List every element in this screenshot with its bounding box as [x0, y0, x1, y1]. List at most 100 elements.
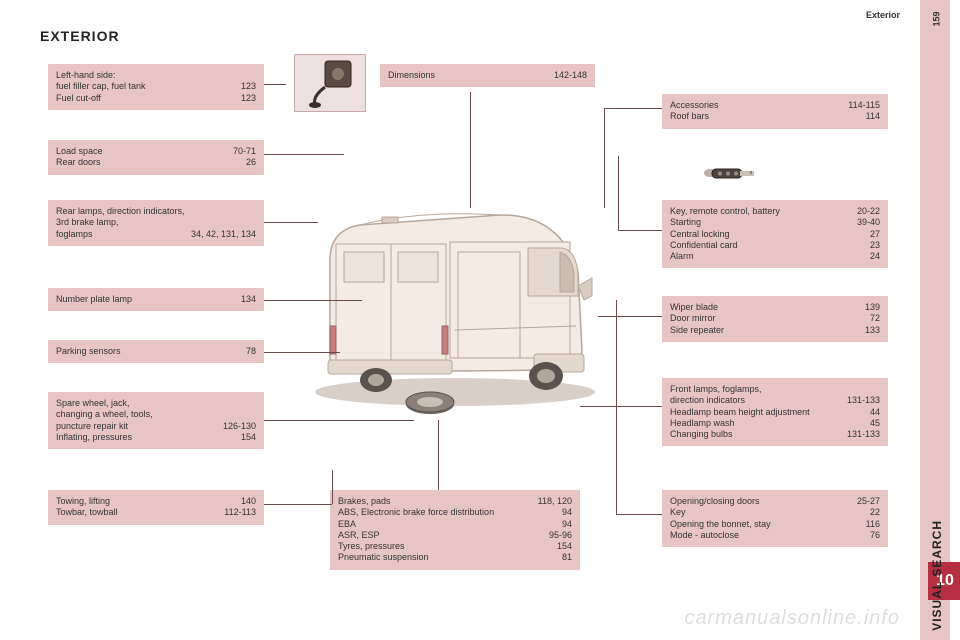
info-page-ref: 114 [866, 111, 880, 122]
info-row: Fuel cut-off 123 [56, 93, 256, 104]
info-label: Pneumatic suspension [338, 552, 552, 563]
key-fob-icon [700, 154, 760, 192]
info-row: Dimensions142-148 [388, 70, 587, 81]
info-page-ref: 39-40 [857, 217, 880, 228]
info-row: Headlamp wash45 [670, 418, 880, 429]
info-page-ref: 20-22 [857, 206, 880, 217]
box-opening: Opening/closing doors 25-27Key22Opening t… [662, 490, 888, 547]
info-row: fuel filler cap, fuel tank123 [56, 81, 256, 92]
info-label: Front lamps, foglamps, [670, 384, 870, 395]
info-label: Central locking [670, 229, 860, 240]
info-row: Roof bars 114 [670, 111, 880, 122]
info-page-ref: 72 [870, 313, 880, 324]
info-page-ref: 139 [865, 302, 880, 313]
info-label: Towbar, towball [56, 507, 214, 518]
info-label: Number plate lamp [56, 294, 231, 305]
info-row: changing a wheel, tools, [56, 409, 256, 420]
info-label: Load space [56, 146, 223, 157]
info-page-ref: 154 [241, 432, 256, 443]
info-page-ref: 24 [870, 251, 880, 262]
info-page-ref: 94 [562, 519, 572, 530]
info-row: ABS, Electronic brake force distribution… [338, 507, 572, 518]
page-title: EXTERIOR [40, 28, 120, 44]
info-page-ref: 133 [865, 325, 880, 336]
box-towing: Towing, lifting 140 Towbar, towball 112-113 [48, 490, 264, 525]
info-row: Wiper blade139 [670, 302, 880, 313]
info-label: Door mirror [670, 313, 860, 324]
info-row: Central locking 27 [670, 229, 880, 240]
info-row: Opening the bonnet, stay 116 [670, 519, 880, 530]
info-page-ref: 45 [870, 418, 880, 429]
info-row: Changing bulbs131-133 [670, 429, 880, 440]
fuel-cap-icon [294, 54, 366, 112]
info-label: Opening the bonnet, stay [670, 519, 856, 530]
info-label: ASR, ESP [338, 530, 539, 541]
info-label: Towing, lifting [56, 496, 231, 507]
info-page-ref: 70-71 [233, 146, 256, 157]
info-row: Number plate lamp 134 [56, 294, 256, 305]
info-row: Key22 [670, 507, 880, 518]
info-page-ref: 116 [866, 519, 880, 530]
info-label: Tyres, pressures [338, 541, 547, 552]
info-label: Dimensions [388, 70, 544, 81]
info-row: Pneumatic suspension 81 [338, 552, 572, 563]
info-row: Key, remote control, battery 20-22 [670, 206, 880, 217]
info-row: Spare wheel, jack, [56, 398, 256, 409]
info-page-ref: 123 [241, 93, 256, 104]
box-accessories: Accessories114-115Roof bars114 [662, 94, 888, 129]
info-label: Brakes, pads [338, 496, 528, 507]
info-row: Side repeater133 [670, 325, 880, 336]
info-page-ref: 118, 120 [538, 496, 572, 507]
info-page-ref: 140 [241, 496, 256, 507]
info-label: changing a wheel, tools, [56, 409, 246, 420]
info-page-ref: 126-130 [223, 421, 256, 432]
info-label: Key, remote control, battery [670, 206, 847, 217]
info-row: foglamps 34, 42, 131, 134 [56, 229, 256, 240]
info-label: ABS, Electronic brake force distribution [338, 507, 552, 518]
info-label: Rear doors [56, 157, 236, 168]
info-row: Front lamps, foglamps, [670, 384, 880, 395]
info-page-ref: 76 [870, 530, 880, 541]
section-label: Exterior [866, 10, 900, 20]
info-label: Alarm [670, 251, 860, 262]
info-label: Fuel cut-off [56, 93, 231, 104]
info-label: Changing bulbs [670, 429, 837, 440]
info-row: Starting39-40 [670, 217, 880, 228]
info-label: direction indicators [670, 395, 837, 406]
info-label: Confidential card [670, 240, 860, 251]
info-row: direction indicators131-133 [670, 395, 880, 406]
page-number: 159 [931, 11, 941, 26]
info-page-ref: 134 [241, 294, 256, 305]
info-label: Parking sensors [56, 346, 236, 357]
info-page-ref: 22 [870, 507, 880, 518]
info-label: foglamps [56, 229, 181, 240]
info-row: Headlamp beam height adjustment 44 [670, 407, 880, 418]
info-row: Door mirror 72 [670, 313, 880, 324]
info-row: Rear doors26 [56, 157, 256, 168]
info-page-ref: 27 [870, 229, 880, 240]
info-label: Accessories [670, 100, 838, 111]
info-label: Mode - autoclose [670, 530, 860, 541]
info-page-ref: 78 [246, 346, 256, 357]
box-brakes: Brakes, pads 118, 120ABS, Electronic brak… [330, 490, 580, 570]
info-row: ASR, ESP95-96 [338, 530, 572, 541]
info-label: fuel filler cap, fuel tank [56, 81, 231, 92]
info-page-ref: 34, 42, 131, 134 [191, 229, 256, 240]
info-page-ref: 112-113 [224, 507, 256, 518]
box-key: Key, remote control, battery 20-22Startin… [662, 200, 888, 268]
info-label: Opening/closing doors [670, 496, 847, 507]
info-label: EBA [338, 519, 552, 530]
box-parking: Parking sensors 78 [48, 340, 264, 363]
info-row: Left-hand side: [56, 70, 256, 81]
info-row: Mode - autoclose 76 [670, 530, 880, 541]
info-label: Headlamp beam height adjustment [670, 407, 860, 418]
info-page-ref: 25-27 [857, 496, 880, 507]
info-label: Roof bars [670, 111, 856, 122]
box-fuel: Left-hand side:fuel filler cap, fuel tan… [48, 64, 264, 110]
info-page-ref: 154 [557, 541, 572, 552]
info-page-ref: 81 [562, 552, 572, 563]
info-page-ref: 44 [870, 407, 880, 418]
info-label: puncture repair kit [56, 421, 213, 432]
info-row: Alarm 24 [670, 251, 880, 262]
info-page-ref: 94 [562, 507, 572, 518]
